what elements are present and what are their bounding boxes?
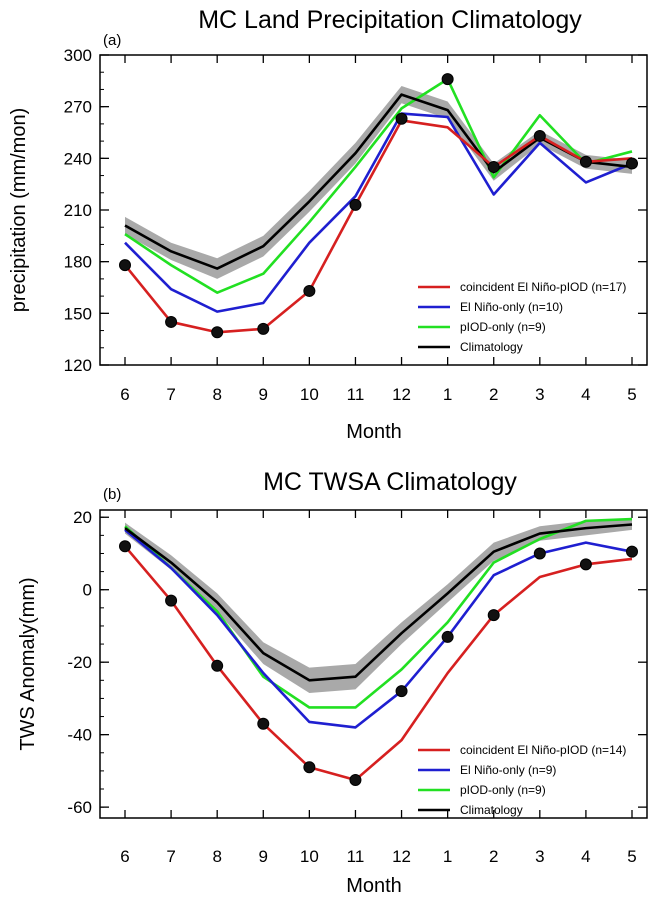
legend-label: coincident El Niño-pIOD (n=17) — [460, 280, 626, 294]
data-point-marker — [395, 685, 408, 698]
y-axis-title: TWS Anomaly(mm) — [17, 577, 39, 750]
x-tick-label: 4 — [581, 847, 590, 866]
data-point-marker — [303, 284, 316, 297]
x-tick-label: 7 — [166, 847, 175, 866]
data-point-marker — [119, 259, 131, 272]
y-tick-label: 240 — [64, 149, 92, 168]
x-tick-label: 6 — [120, 385, 129, 404]
y-tick-label: 300 — [64, 46, 92, 65]
y-tick-label: -40 — [67, 726, 92, 745]
chart-title: MC TWSA Climatology — [263, 468, 517, 496]
y-tick-label: -20 — [67, 653, 92, 672]
chart-panel-2: MC TWSA Climatology(b)6 7 8 9 10 11 12 1 2 3 4 5-60… — [17, 468, 648, 897]
legend-label: pIOD-only (n=9) — [460, 783, 546, 797]
legend-label: Climatology — [460, 340, 523, 354]
x-axis-title: Month — [346, 421, 402, 443]
y-tick-label: 120 — [64, 356, 92, 375]
series-line-2 — [124, 77, 633, 294]
data-point-marker — [349, 198, 362, 211]
series-line-0 — [124, 545, 633, 782]
climatology-spread-band — [125, 519, 632, 693]
x-tick-label: 10 — [300, 847, 319, 866]
x-tick-label: 4 — [581, 385, 590, 404]
legend-label: pIOD-only (n=9) — [460, 320, 546, 334]
series-line-3 — [124, 523, 633, 682]
data-point-marker — [579, 155, 592, 168]
x-tick-label: 10 — [300, 385, 319, 404]
x-tick-label: 1 — [443, 847, 452, 866]
data-point-marker — [626, 157, 638, 170]
data-point-marker — [487, 160, 500, 173]
data-point-marker — [487, 609, 500, 622]
x-tick-label: 6 — [120, 847, 129, 866]
data-point-marker — [579, 558, 592, 571]
x-axis-title: Month — [346, 875, 402, 897]
x-tick-label: 2 — [489, 385, 498, 404]
legend-label: Climatology — [460, 803, 523, 817]
data-point-marker — [395, 112, 408, 125]
data-point-marker — [441, 630, 454, 643]
legend-label: coincident El Niño-pIOD (n=14) — [460, 743, 626, 757]
x-tick-label: 1 — [443, 385, 452, 404]
x-tick-label: 7 — [166, 385, 175, 404]
y-tick-label: 180 — [64, 253, 92, 272]
data-point-marker — [119, 540, 131, 553]
data-point-marker — [165, 594, 178, 607]
series-line-1 — [124, 112, 633, 313]
x-tick-label: 8 — [212, 847, 221, 866]
data-point-marker — [303, 761, 316, 774]
data-point-marker — [211, 326, 224, 339]
data-point-marker — [626, 545, 638, 558]
plot-frame — [99, 509, 648, 819]
panel-label: (b) — [103, 486, 121, 503]
data-point-marker — [257, 322, 270, 335]
y-tick-label: -60 — [67, 798, 92, 817]
y-tick-label: 20 — [73, 508, 92, 527]
data-point-marker — [165, 315, 178, 328]
x-tick-label: 11 — [347, 385, 365, 404]
data-point-marker — [211, 659, 224, 672]
x-tick-label: 5 — [627, 385, 636, 404]
legend-label: El Niño-only (n=9) — [460, 763, 556, 777]
series-line-1 — [124, 528, 633, 729]
data-point-marker — [533, 129, 546, 142]
x-tick-label: 3 — [535, 847, 544, 866]
x-tick-label: 9 — [259, 847, 268, 866]
y-tick-label: 150 — [64, 304, 92, 323]
x-tick-label: 2 — [489, 847, 498, 866]
legend-label: El Niño-only (n=10) — [460, 300, 563, 314]
y-axis-title: precipitation (mm/mon) — [8, 108, 30, 313]
x-tick-label: 12 — [392, 847, 411, 866]
chart-panel-1: MC Land Precipitation Climatology (a) 6 7 8 9… — [8, 6, 648, 443]
series-line-2 — [124, 517, 633, 709]
plot-frame — [99, 54, 648, 366]
data-point-marker — [441, 73, 454, 86]
y-tick-label: 270 — [64, 98, 92, 117]
x-tick-label: 12 — [392, 385, 411, 404]
x-tick-label: 9 — [259, 385, 268, 404]
data-point-marker — [533, 547, 546, 560]
x-tick-label: 3 — [535, 385, 544, 404]
chart-title: MC Land Precipitation Climatology — [198, 6, 582, 34]
panel-label: (a) — [103, 32, 121, 49]
x-tick-label: 11 — [347, 847, 365, 866]
data-point-marker — [257, 717, 270, 730]
x-tick-label: 5 — [627, 847, 636, 866]
climatology-spread-band — [125, 86, 632, 279]
y-tick-label: 210 — [64, 201, 92, 220]
x-tick-label: 8 — [212, 385, 221, 404]
data-point-marker — [349, 773, 362, 786]
y-tick-label: 0 — [83, 581, 92, 600]
series-line-0 — [123, 119, 633, 334]
